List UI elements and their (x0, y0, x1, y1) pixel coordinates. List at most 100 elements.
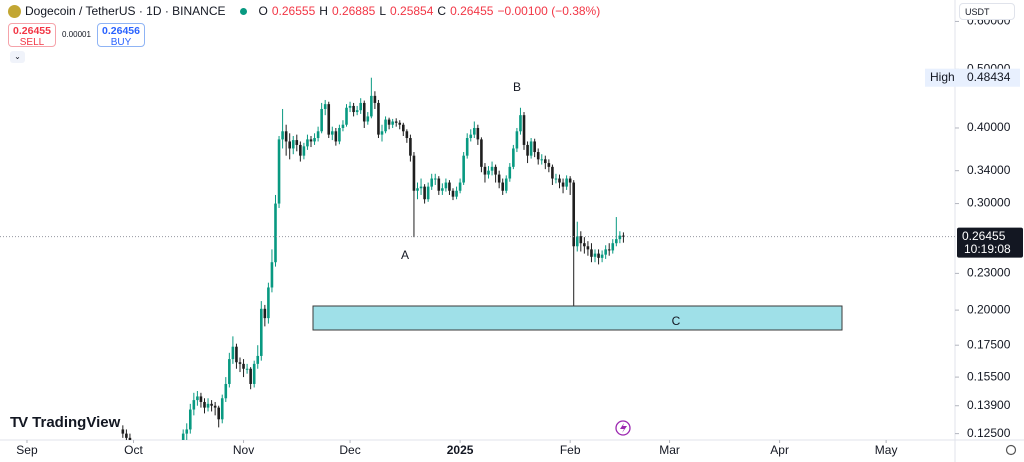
candle-body (597, 253, 600, 258)
candle-body (259, 308, 263, 356)
candle-body (494, 166, 497, 175)
candle-body (263, 308, 267, 319)
annotation: B (513, 80, 521, 94)
buy-button[interactable]: 0.26456 BUY (97, 23, 145, 48)
settings-icon[interactable] (1005, 444, 1017, 456)
y-tick-label: 0.34000 (967, 163, 1011, 177)
candle-body (249, 368, 252, 384)
high-tag (925, 68, 1020, 87)
candle-body (547, 163, 551, 167)
candle-body (274, 203, 277, 263)
candle-body (593, 253, 597, 257)
legend: Dogecoin / TetherUS · 1D · BINANCE O 0.26… (8, 4, 600, 18)
candle-body (579, 236, 583, 244)
candle-body (519, 115, 522, 132)
candle-body (306, 139, 309, 147)
candle-body (185, 429, 189, 434)
candle-body (320, 108, 323, 132)
high-value: 0.48434 (967, 70, 1011, 84)
candle-body (437, 178, 441, 191)
candle-body (338, 127, 341, 142)
collapse-button[interactable]: ⌄ (10, 51, 25, 63)
candle-body (419, 186, 423, 189)
x-tick-label: May (875, 443, 898, 457)
candle-body (291, 140, 295, 149)
y-tick-label: 0.17500 (967, 337, 1011, 351)
spread: 0.00001 (62, 30, 91, 39)
candle-body (175, 453, 178, 462)
ohlc-value: 0.26455 (450, 4, 494, 18)
candle-body (295, 140, 299, 145)
candle-body (213, 405, 217, 408)
candle-body (423, 186, 426, 200)
market-status (239, 7, 247, 15)
ohlc-key: O (258, 4, 268, 18)
change: −0.00100 (−0.38%) (497, 4, 601, 18)
candle-body (210, 403, 213, 406)
x-tick-label: Apr (770, 443, 789, 457)
candle-body (536, 152, 540, 160)
candle-body (370, 95, 373, 117)
y-tick-label: 0.13900 (967, 398, 1011, 412)
candle-body (323, 104, 327, 109)
brand-name: TradingView (32, 414, 121, 431)
candle-body (128, 437, 132, 440)
currency-selector[interactable]: USDT (959, 3, 1015, 20)
candle-body (526, 144, 529, 156)
candle-body (426, 186, 430, 200)
candle-body (590, 249, 593, 257)
plot-area (0, 77, 955, 462)
candle-body (473, 127, 476, 135)
candle-body (515, 131, 519, 149)
symbol[interactable]: Dogecoin / TetherUS · 1D · BINANCE (25, 4, 226, 18)
price-tag-value: 0.26455 (962, 229, 1006, 243)
candle-body (380, 131, 384, 135)
sell-button[interactable]: 0.26455 SELL (8, 23, 56, 48)
candle-body (487, 170, 490, 175)
buy-label: BUY (110, 37, 132, 48)
candle-body (330, 131, 334, 135)
candle-body (231, 346, 235, 360)
candle-body (270, 262, 274, 288)
candle-body (572, 182, 576, 247)
candle-body (622, 235, 625, 237)
candle-body (490, 166, 494, 171)
x-tick-label: Oct (124, 443, 143, 457)
candle-body (199, 396, 203, 402)
candle-body (448, 182, 451, 191)
candle-body (405, 131, 409, 139)
candle-body (327, 104, 331, 135)
candle-body (430, 178, 434, 187)
candle-body (544, 159, 547, 164)
candle-body (352, 105, 355, 113)
x-tick-label: Dec (339, 443, 360, 457)
candle-body (540, 159, 544, 161)
candle-body (583, 243, 586, 247)
candle-body (121, 429, 125, 434)
x-tick-label: Mar (659, 443, 680, 457)
candle-body (359, 102, 362, 111)
ohlc-key: L (379, 4, 387, 18)
candle-body (196, 396, 199, 401)
candle-body (586, 246, 590, 250)
candle-body (192, 400, 196, 410)
candle-body (348, 105, 352, 108)
candle-body (203, 401, 206, 408)
candle-body (476, 127, 480, 140)
candle-body (220, 398, 224, 420)
candle-body (224, 383, 228, 399)
events-icon-bolt (620, 423, 627, 433)
candle-body (341, 124, 345, 128)
y-tick-label: 0.23000 (967, 266, 1011, 280)
candle-body (615, 239, 618, 244)
candle-body (238, 362, 242, 364)
candle-body (316, 131, 320, 139)
candle-body (455, 190, 458, 197)
y-tick-label: 0.12500 (967, 426, 1011, 440)
candle-body (228, 359, 231, 384)
y-tick-label: 0.15500 (967, 369, 1011, 383)
candle-body (394, 121, 398, 123)
candle-body (465, 138, 469, 156)
candle-body (188, 409, 192, 430)
